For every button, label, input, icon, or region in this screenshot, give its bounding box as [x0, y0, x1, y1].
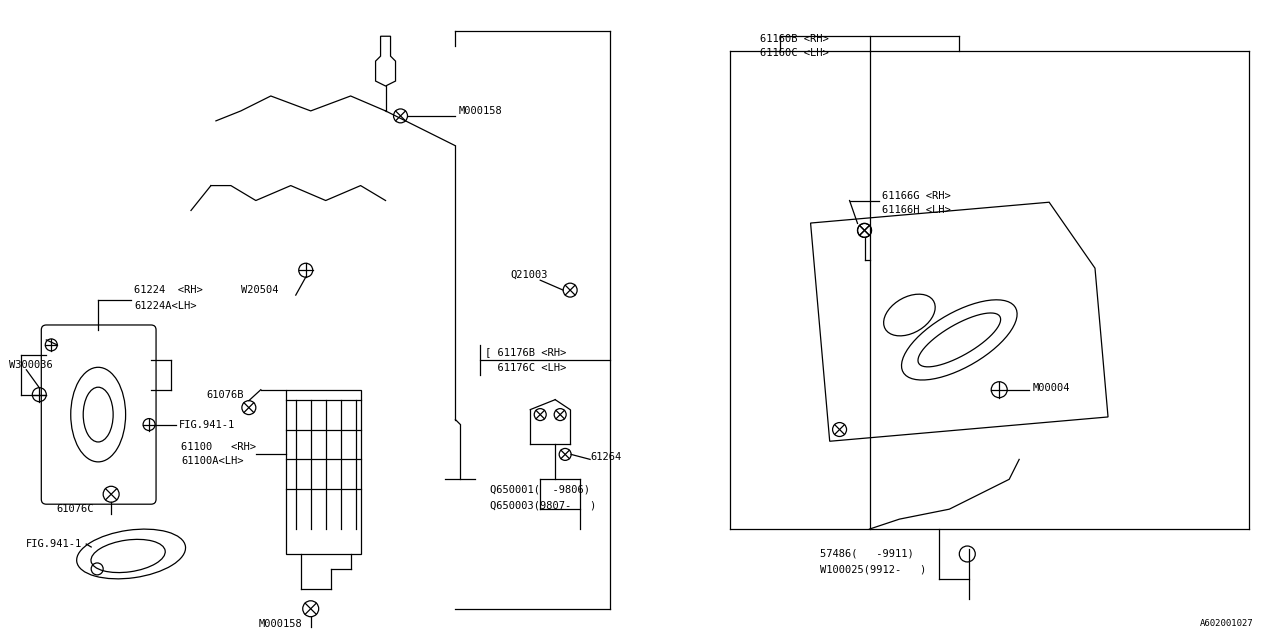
Text: A602001027: A602001027: [1199, 619, 1253, 628]
Text: 61176C <LH>: 61176C <LH>: [485, 363, 567, 372]
Text: M000158: M000158: [458, 106, 502, 116]
Text: 61224A<LH>: 61224A<LH>: [134, 301, 197, 311]
Text: 61224  <RH>: 61224 <RH>: [134, 285, 202, 295]
Text: W100025(9912-   ): W100025(9912- ): [819, 565, 925, 575]
Text: FIG.941-1: FIG.941-1: [179, 420, 236, 429]
Bar: [285, 390, 361, 554]
Text: 61160B <RH>: 61160B <RH>: [760, 34, 828, 44]
Text: Q650001(  -9806): Q650001( -9806): [490, 484, 590, 494]
Text: 61264: 61264: [590, 452, 621, 463]
Text: 61160C <LH>: 61160C <LH>: [760, 48, 828, 58]
Text: M000158: M000158: [259, 619, 302, 628]
Text: [ 61176B <RH>: [ 61176B <RH>: [485, 347, 567, 357]
Text: FIG.941-1: FIG.941-1: [27, 539, 83, 549]
Text: 61076C: 61076C: [56, 504, 93, 514]
Text: 61100   <RH>: 61100 <RH>: [180, 442, 256, 452]
Text: 61166H <LH>: 61166H <LH>: [882, 205, 951, 216]
Text: 61076B: 61076B: [206, 390, 243, 399]
Text: W300036: W300036: [9, 360, 54, 370]
Text: W20504: W20504: [241, 285, 278, 295]
Text: Q650003(9807-   ): Q650003(9807- ): [490, 500, 596, 510]
Text: 57486(   -9911): 57486( -9911): [819, 549, 914, 559]
Text: 61100A<LH>: 61100A<LH>: [180, 456, 243, 467]
Text: Q21003: Q21003: [511, 270, 548, 280]
Text: M00004: M00004: [1032, 383, 1070, 393]
Text: 61166G <RH>: 61166G <RH>: [882, 191, 951, 200]
